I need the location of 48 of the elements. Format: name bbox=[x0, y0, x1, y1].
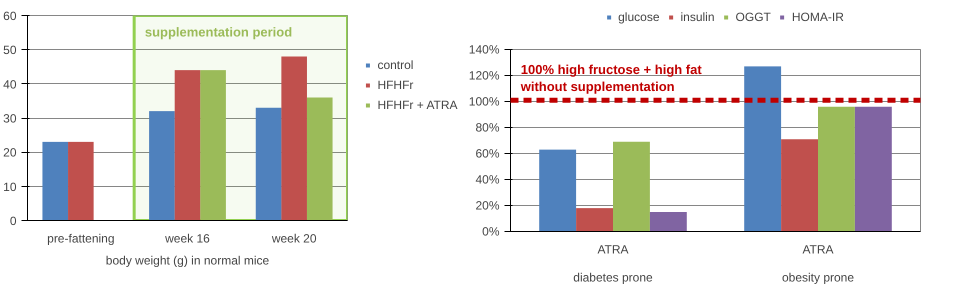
y-tick-label: 60% bbox=[475, 146, 500, 160]
x-tick-label: ATRA bbox=[597, 242, 629, 256]
bar bbox=[539, 150, 576, 232]
bar bbox=[68, 142, 94, 220]
legend-label: HOMA-IR bbox=[792, 10, 844, 24]
x-tick-label: ATRA bbox=[802, 242, 834, 256]
legend-label: OGGT bbox=[736, 10, 771, 24]
bar bbox=[200, 70, 226, 220]
bar bbox=[650, 212, 687, 232]
legend-label: insulin bbox=[680, 10, 715, 24]
legend-label: control bbox=[377, 58, 414, 72]
x-axis-title: body weight (g) in normal mice bbox=[106, 254, 270, 268]
x-tick-label: week 20 bbox=[270, 232, 317, 246]
y-tick-label: 0% bbox=[482, 224, 500, 238]
bar bbox=[613, 142, 650, 232]
x-tick-label: week 16 bbox=[164, 232, 210, 246]
y-tick-label: 120% bbox=[468, 68, 500, 82]
bar bbox=[854, 106, 892, 232]
y-tick-label: 50 bbox=[3, 43, 17, 58]
bar bbox=[818, 106, 855, 232]
legend-label: HFHFr bbox=[377, 78, 414, 92]
band-label: supplementation period bbox=[144, 24, 292, 40]
bar bbox=[256, 108, 282, 220]
y-tick-label: 10 bbox=[3, 180, 17, 194]
text: obesity prone bbox=[782, 270, 854, 284]
y-tick-label: 20% bbox=[475, 198, 500, 212]
y-tick-label: 60 bbox=[3, 9, 17, 23]
bar bbox=[781, 139, 818, 232]
bar bbox=[744, 66, 782, 232]
legend-label: HFHFr + ATRA bbox=[377, 98, 458, 112]
ref-line-label: 100% high fructose + high fat without supplementation bbox=[520, 62, 702, 94]
bar bbox=[174, 70, 200, 220]
text: diabetes prone bbox=[573, 270, 654, 284]
y-tick-label: 140% bbox=[468, 42, 500, 56]
y-tick-label: 40% bbox=[475, 172, 500, 186]
legend-label: glucose bbox=[618, 10, 660, 24]
y-tick-label: 40 bbox=[3, 77, 17, 92]
y-tick-label: 0 bbox=[10, 214, 17, 228]
y-tick-label: 80% bbox=[475, 120, 500, 134]
bar bbox=[576, 208, 613, 232]
bar bbox=[149, 111, 175, 220]
bar bbox=[306, 98, 333, 220]
y-tick-label: 20 bbox=[3, 146, 17, 160]
y-tick-label: 100% bbox=[468, 94, 500, 108]
bar bbox=[281, 56, 307, 220]
bar bbox=[42, 142, 68, 220]
y-tick-label: 30 bbox=[3, 112, 17, 126]
x-tick-label: pre-fattening bbox=[47, 232, 115, 246]
